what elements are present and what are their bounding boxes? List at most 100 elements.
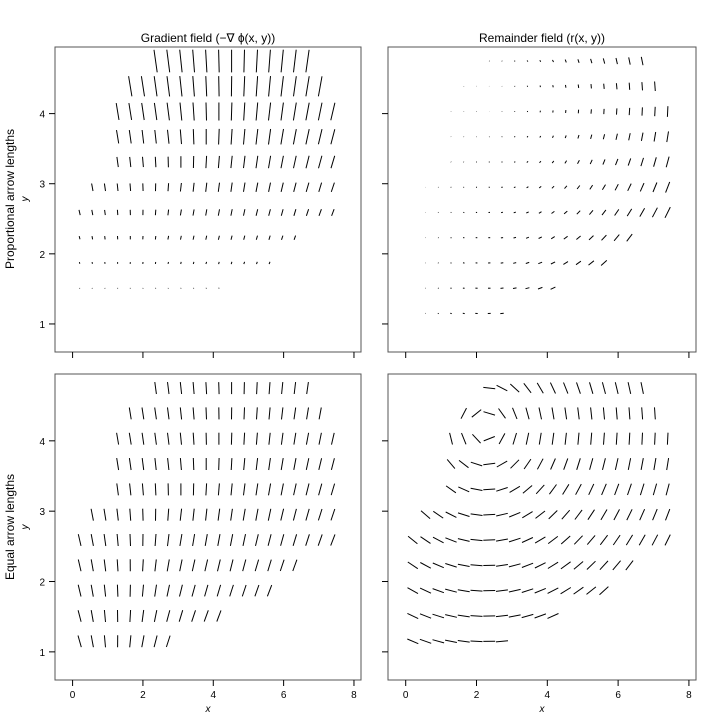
vector-arrow [601,184,606,191]
vector-arrow [446,459,456,469]
vector-arrow [280,458,284,471]
vector-arrow [330,483,336,496]
vector-arrow [639,483,645,496]
vector-arrow [509,511,521,518]
vector-arrow [142,156,144,168]
vector-arrow [281,407,284,420]
vector-arrow [166,76,171,97]
vector-arrow [522,485,533,494]
vector-arrow [470,513,483,516]
vector-arrow [141,129,145,144]
vector-arrow [626,233,633,242]
vector-arrow [652,508,658,521]
vector-arrow [575,483,582,495]
vector-arrow [229,584,234,597]
vector-arrow [153,76,158,97]
vector-arrow [483,488,496,491]
vector-arrow [627,382,632,395]
vector-arrow [293,49,297,73]
vector-arrow [205,155,208,169]
vector-group-tl [78,49,336,289]
vector-arrow [267,508,272,521]
vector-arrow [204,559,209,572]
vector-arrow [192,382,195,395]
vector-arrow [639,182,645,192]
vector-arrow [433,510,444,519]
vector-arrow [192,235,195,240]
vector-arrow [129,533,131,547]
vector-arrow [514,60,516,62]
vector-arrow [470,461,483,467]
vector-arrow [116,483,119,496]
vector-arrow [470,487,483,491]
vector-arrow [141,483,144,496]
vector-arrow [293,458,297,470]
y-axis-label-bottom: y [20,524,31,531]
vector-arrow [602,407,605,420]
vector-arrow [268,182,271,193]
vector-arrow [564,160,568,164]
vector-arrow [589,159,593,165]
vector-arrow [573,561,584,570]
vector-arrow [268,432,271,445]
vector-arrow [641,432,643,445]
vector-arrow [330,508,336,521]
vector-arrow [590,407,593,420]
vector-arrow [614,209,620,216]
vector-arrow [103,183,106,192]
vector-arrow [205,49,208,73]
vector-arrow [165,635,171,648]
vector-arrow [305,458,310,471]
vector-arrow [217,182,220,192]
vector-arrow [154,483,157,496]
vector-arrow [205,382,208,395]
vector-arrow [203,610,209,622]
vector-arrow [407,612,419,620]
vector-arrow [318,458,323,471]
vector-arrow [509,383,520,393]
vector-arrow [445,614,458,618]
vector-arrow [653,157,657,167]
vector-arrow [317,102,323,121]
vector-arrow [550,236,555,240]
vector-arrow [268,407,271,420]
vector-arrow [508,537,521,543]
vector-arrow [167,458,170,471]
vector-arrow [564,185,568,189]
vector-arrow [640,157,644,167]
vector-arrow [154,432,157,445]
vector-arrow [526,60,529,62]
vector-arrow [268,261,271,265]
vector-arrow [576,185,581,190]
vector-arrow [496,538,508,542]
vector-arrow [293,182,297,193]
vector-arrow [243,209,246,216]
vector-arrow [128,103,133,120]
vector-arrow [472,433,481,444]
vector-arrow [549,382,556,394]
vector-arrow [539,135,542,138]
vector-arrow [129,508,132,521]
vector-arrow [243,182,246,192]
vector-arrow [534,587,546,594]
vector-arrow [293,382,297,395]
vector-arrow [254,584,260,597]
vector-arrow [514,136,516,138]
vector-arrow [128,432,132,445]
row-label-equal: Equal arrow lengths [3,474,17,580]
vector-arrow [268,483,272,496]
x-tick-label-br-0: 0 [403,690,409,701]
vector-arrow [242,533,246,547]
vector-arrow [154,382,157,395]
vector-arrow [91,183,94,192]
vector-arrow [91,209,94,216]
vector-arrow [255,182,259,192]
vector-group-bl [77,382,336,648]
vector-arrow [243,49,245,73]
x-axis-label-left: x [205,704,212,715]
vector-arrow [615,158,619,166]
vector-arrow [129,635,132,648]
vector-arrow [128,130,132,144]
vector-arrow [179,382,183,395]
